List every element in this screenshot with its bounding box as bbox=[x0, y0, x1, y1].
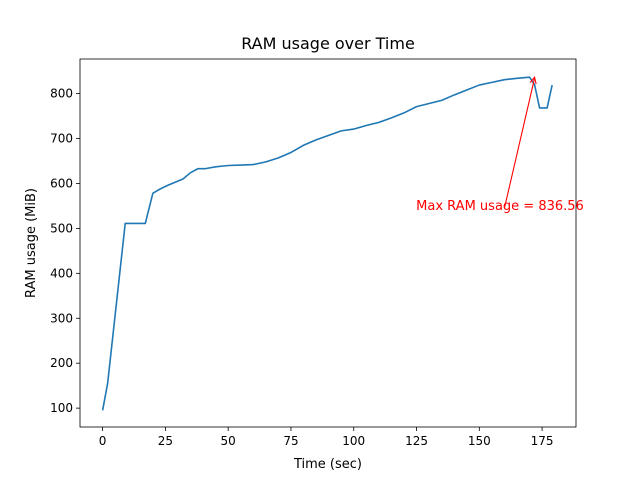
x-tick-label: 150 bbox=[468, 434, 491, 448]
axes-frame bbox=[79, 58, 577, 428]
y-tick-label: 100 bbox=[50, 401, 73, 415]
y-tick-label: 600 bbox=[50, 176, 73, 190]
plot-area bbox=[101, 76, 553, 411]
x-tick-label: 125 bbox=[405, 434, 428, 448]
x-tick-label: 0 bbox=[99, 434, 107, 448]
y-tick-label: 500 bbox=[50, 221, 73, 235]
x-tick-label: 50 bbox=[221, 434, 236, 448]
y-tick-label: 300 bbox=[50, 311, 73, 325]
y-tick-label: 700 bbox=[50, 132, 73, 146]
series-line bbox=[101, 76, 553, 411]
y-axis-label: RAM usage (MiB) bbox=[24, 188, 39, 298]
x-tick-label: 25 bbox=[158, 434, 173, 448]
x-tick-label: 75 bbox=[283, 434, 298, 448]
annotation-arrow-line bbox=[503, 78, 536, 209]
x-axis: 0 25 50 75 100 125 150 175 bbox=[99, 427, 554, 448]
x-tick-label: 175 bbox=[531, 434, 554, 448]
chart-title: RAM usage over Time bbox=[241, 34, 415, 53]
annotation-arrow-head bbox=[529, 75, 537, 85]
y-tick-label: 800 bbox=[50, 87, 73, 101]
annotation-text: Max RAM usage = 836.56 bbox=[416, 199, 584, 214]
annotation: Max RAM usage = 836.56 bbox=[416, 75, 584, 214]
y-tick-label: 400 bbox=[50, 266, 73, 280]
x-tick-label: 100 bbox=[342, 434, 365, 448]
x-axis-label: Time (sec) bbox=[293, 457, 362, 472]
y-tick-label: 200 bbox=[50, 356, 73, 370]
y-axis: 100 200 300 400 500 600 700 800 bbox=[50, 87, 80, 415]
